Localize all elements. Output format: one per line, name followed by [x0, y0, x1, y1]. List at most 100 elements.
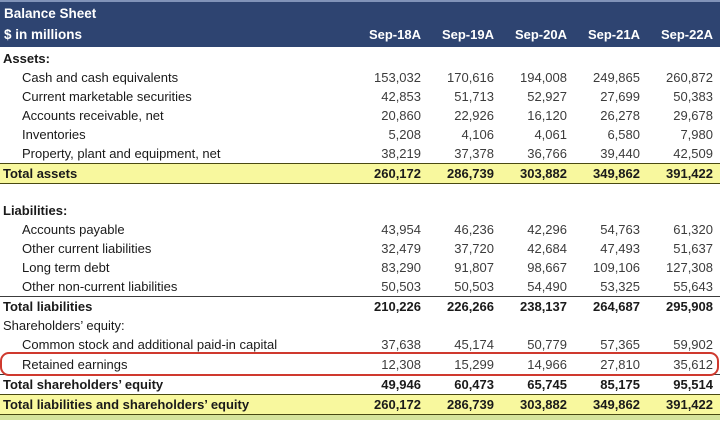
cell-value: 43,954: [381, 222, 421, 237]
cell-value: 303,882: [520, 397, 567, 412]
cell-value: 249,865: [593, 70, 640, 85]
cell-value: 226,266: [447, 299, 494, 314]
row-other-current-liabilities: Other current liabilities 32,479 37,720 42,…: [0, 239, 720, 258]
row-label: Accounts receivable, net: [22, 108, 164, 123]
cell-value: 4,106: [461, 127, 494, 142]
cell-value: 170,616: [447, 70, 494, 85]
cell-value: 32,479: [381, 241, 421, 256]
cell-value: 260,172: [374, 166, 421, 181]
cell-value: 35,612: [673, 356, 713, 372]
row-other-non-current-liabilities: Other non-current liabilities 50,503 50,50…: [0, 277, 720, 296]
row-label: Total assets: [3, 166, 78, 181]
cell-value: 42,853: [381, 89, 421, 104]
cell-value: 26,278: [600, 108, 640, 123]
cell-value: 52,927: [527, 89, 567, 104]
cell-value: 45,174: [454, 337, 494, 352]
cell-value: 51,713: [454, 89, 494, 104]
cell-value: 36,766: [527, 146, 567, 161]
cell-value: 4,061: [534, 127, 567, 142]
row-total-liabilities: Total liabilities 210,226 226,266 238,137 26…: [0, 296, 720, 316]
cell-value: 238,137: [520, 299, 567, 314]
row-label: Total liabilities and shareholders’ equi…: [3, 397, 250, 412]
row-liabilities: Liabilities:: [0, 201, 720, 220]
cell-value: 83,290: [381, 260, 421, 275]
cell-value: 46,236: [454, 222, 494, 237]
row-label: Total liabilities: [3, 299, 93, 314]
cell-value: 349,862: [593, 397, 640, 412]
cell-value: 54,490: [527, 279, 567, 294]
row-label: Other non-current liabilities: [22, 279, 178, 294]
row-long-term-debt: Long term debt 83,290 91,807 98,667 109,106 1…: [0, 258, 720, 277]
row-inventories: Inventories 5,208 4,106 4,061 6,580 7,980: [0, 125, 720, 144]
row-common-stock-and-additional-paid-in-capital: Common stock and additional paid-in capi…: [0, 335, 720, 354]
cell-value: 22,926: [454, 108, 494, 123]
cell-value: 50,503: [381, 279, 421, 294]
cell-value: 127,308: [666, 260, 713, 275]
cell-value: 349,862: [593, 166, 640, 181]
cell-value: 91,807: [454, 260, 494, 275]
cell-value: 54,763: [600, 222, 640, 237]
row-label: Total shareholders’ equity: [3, 377, 164, 392]
cell-value: 57,365: [600, 337, 640, 352]
row-retained-earnings: Retained earnings 12,308 15,299 14,966 27,81…: [0, 352, 720, 376]
row-total-liabilities-and-shareholders-equity: Total liabilities and shareholders’ equi…: [0, 394, 720, 415]
row-label: Cash and cash equivalents: [22, 70, 179, 85]
cell-value: 42,296: [527, 222, 567, 237]
row-label: Accounts payable: [22, 222, 125, 237]
row-spacer: [0, 184, 720, 201]
cell-value: 16,120: [527, 108, 567, 123]
row-label: Inventories: [22, 127, 86, 142]
cell-value: 5,208: [388, 127, 421, 142]
row-total-shareholders-equity: Total shareholders’ equity 49,946 60,473 65…: [0, 374, 720, 394]
cell-value: 37,638: [381, 337, 421, 352]
cell-value: 295,908: [666, 299, 713, 314]
cell-value: 109,106: [593, 260, 640, 275]
row-total-assets: Total assets 260,172 286,739 303,882 349,862…: [0, 163, 720, 184]
units-label: $ in millions: [4, 27, 83, 42]
cell-value: 39,440: [600, 146, 640, 161]
column-header-sep-19a: Sep-19A: [441, 27, 494, 42]
cell-value: 391,422: [666, 166, 713, 181]
cell-value: 59,902: [673, 337, 713, 352]
cell-value: 95,514: [673, 377, 713, 392]
row-label: Long term debt: [22, 260, 110, 275]
cell-value: 37,378: [454, 146, 494, 161]
cell-value: 51,637: [673, 241, 713, 256]
cell-value: 153,032: [374, 70, 421, 85]
cell-value: 29,678: [673, 108, 713, 123]
cell-value: 286,739: [447, 397, 494, 412]
row-assets: Assets:: [0, 49, 720, 68]
cell-value: 27,699: [600, 89, 640, 104]
cell-value: 60,473: [454, 377, 494, 392]
cell-value: 194,008: [520, 70, 567, 85]
cell-value: 15,299: [454, 356, 494, 372]
column-header-sep-18a: Sep-18A: [368, 27, 421, 42]
cell-value: 6,580: [607, 127, 640, 142]
row-label: Other current liabilities: [22, 241, 152, 256]
row-label: Shareholders’ equity:: [3, 318, 125, 333]
row-label: Common stock and additional paid-in capi…: [22, 337, 278, 352]
sheet-title: Balance Sheet: [4, 6, 97, 21]
cell-value: 12,308: [381, 356, 421, 372]
column-header-sep-21a: Sep-21A: [587, 27, 640, 42]
cell-value: 98,667: [527, 260, 567, 275]
cell-value: 264,687: [593, 299, 640, 314]
cell-value: 210,226: [374, 299, 421, 314]
cell-value: 286,739: [447, 166, 494, 181]
cell-value: 65,745: [527, 377, 567, 392]
table-body: Assets: Cash and cash equivalents 153,032 1…: [0, 47, 720, 415]
row-property-plant-and-equipment-net: Property, plant and equipment, net 38,219…: [0, 144, 720, 163]
cell-value: 7,980: [680, 127, 713, 142]
cell-value: 391,422: [666, 397, 713, 412]
table-header: Balance Sheet $ in millions Sep-18A Sep-1…: [0, 0, 720, 47]
row-label: Retained earnings: [22, 356, 128, 372]
cell-value: 27,810: [600, 356, 640, 372]
cell-value: 14,966: [527, 356, 567, 372]
cell-value: 61,320: [673, 222, 713, 237]
cell-value: 50,503: [454, 279, 494, 294]
row-label: Current marketable securities: [22, 89, 192, 104]
row-accounts-receivable-net: Accounts receivable, net 20,860 22,926 16,1…: [0, 106, 720, 125]
row-current-marketable-securities: Current marketable securities 42,853 51,71…: [0, 87, 720, 106]
cell-value: 303,882: [520, 166, 567, 181]
